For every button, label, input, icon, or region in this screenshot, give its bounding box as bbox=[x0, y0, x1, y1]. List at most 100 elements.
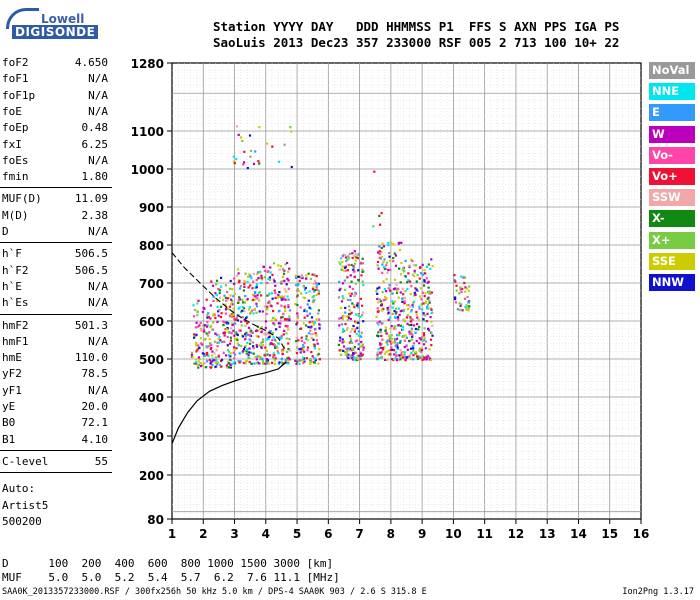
data-point bbox=[403, 339, 406, 342]
data-point bbox=[302, 347, 305, 350]
data-point bbox=[409, 305, 412, 308]
data-point bbox=[316, 288, 319, 291]
data-point bbox=[413, 291, 416, 294]
data-point bbox=[404, 259, 407, 262]
data-point bbox=[258, 126, 261, 129]
data-point bbox=[460, 303, 463, 306]
data-point bbox=[381, 338, 384, 341]
data-point bbox=[248, 306, 251, 309]
data-point bbox=[227, 322, 230, 325]
data-point bbox=[283, 288, 286, 291]
data-point bbox=[247, 286, 250, 289]
data-point bbox=[399, 358, 402, 361]
data-point bbox=[224, 303, 227, 306]
data-point bbox=[405, 336, 408, 339]
data-point bbox=[343, 269, 346, 272]
data-point bbox=[416, 289, 419, 292]
data-point bbox=[298, 348, 301, 351]
param-name: hmE bbox=[2, 351, 22, 365]
data-point bbox=[378, 298, 382, 301]
data-point bbox=[468, 305, 471, 308]
data-point bbox=[252, 280, 255, 283]
data-point bbox=[377, 331, 380, 334]
y-tick-label: 200 bbox=[139, 469, 164, 483]
data-point bbox=[286, 350, 289, 353]
x-tick-label: 16 bbox=[633, 527, 650, 541]
data-point bbox=[254, 355, 257, 359]
data-point bbox=[346, 326, 349, 330]
data-point bbox=[255, 305, 259, 308]
data-point bbox=[377, 335, 380, 338]
data-point bbox=[415, 288, 418, 291]
data-point bbox=[361, 311, 364, 314]
data-point bbox=[391, 358, 394, 361]
data-point bbox=[392, 243, 395, 246]
x-tick-label: 7 bbox=[355, 527, 363, 541]
data-point bbox=[410, 285, 413, 288]
data-point bbox=[338, 289, 341, 292]
data-point bbox=[283, 143, 286, 146]
data-point bbox=[342, 349, 345, 352]
data-point bbox=[385, 261, 389, 264]
data-point bbox=[394, 307, 398, 310]
data-point bbox=[261, 339, 265, 342]
data-point bbox=[280, 334, 283, 337]
data-point bbox=[393, 349, 396, 352]
data-point bbox=[385, 350, 388, 353]
data-point bbox=[236, 319, 240, 322]
data-point bbox=[421, 308, 424, 311]
data-point bbox=[233, 318, 236, 321]
data-point bbox=[277, 352, 280, 355]
data-point bbox=[236, 301, 240, 304]
data-point bbox=[344, 311, 347, 314]
data-point bbox=[240, 324, 243, 327]
data-point bbox=[385, 332, 388, 335]
data-point bbox=[361, 268, 364, 271]
data-point bbox=[278, 295, 281, 298]
data-point bbox=[277, 264, 280, 267]
data-point bbox=[207, 345, 210, 348]
data-point bbox=[396, 337, 399, 340]
data-point bbox=[378, 256, 381, 259]
data-point bbox=[207, 312, 210, 315]
data-point bbox=[302, 345, 305, 348]
data-point bbox=[254, 286, 257, 289]
data-point bbox=[405, 316, 409, 319]
data-point bbox=[306, 314, 309, 317]
data-point bbox=[412, 347, 415, 350]
data-point bbox=[393, 327, 396, 330]
data-point bbox=[252, 345, 255, 348]
data-point bbox=[408, 355, 411, 358]
data-point bbox=[303, 350, 306, 353]
param-row: h`F2 506.5 bbox=[2, 264, 108, 278]
data-point bbox=[346, 269, 349, 272]
data-point bbox=[357, 343, 360, 346]
data-point bbox=[419, 272, 423, 275]
data-point bbox=[263, 305, 266, 308]
data-point bbox=[210, 343, 213, 346]
data-point bbox=[266, 353, 269, 356]
data-point bbox=[269, 330, 272, 333]
data-point bbox=[215, 349, 218, 352]
data-point bbox=[196, 311, 199, 314]
param-row: fmin 1.80 bbox=[2, 170, 108, 184]
legend-entry: X- bbox=[649, 210, 695, 228]
data-point bbox=[199, 327, 203, 331]
data-point bbox=[280, 357, 283, 360]
data-point bbox=[459, 304, 462, 308]
data-point bbox=[231, 288, 234, 291]
data-point bbox=[459, 286, 462, 289]
data-point bbox=[303, 296, 306, 300]
data-point bbox=[220, 312, 223, 315]
data-point bbox=[400, 356, 403, 359]
data-point bbox=[245, 349, 248, 352]
legend-entry: SSW bbox=[649, 189, 695, 207]
data-point bbox=[266, 361, 269, 364]
data-point bbox=[265, 333, 268, 336]
data-point bbox=[286, 261, 289, 265]
data-point bbox=[196, 348, 199, 351]
data-point bbox=[404, 356, 407, 359]
data-point bbox=[406, 281, 409, 284]
data-point bbox=[301, 275, 304, 278]
param-row: h`Es N/A bbox=[2, 296, 108, 310]
